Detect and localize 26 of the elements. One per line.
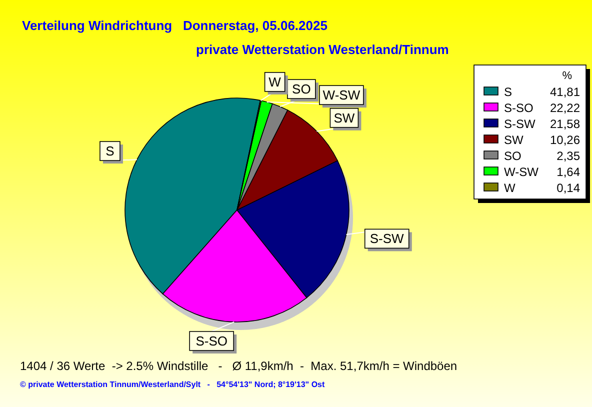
data-label: 2,35	[556, 149, 580, 163]
data-label: 41,81	[550, 85, 580, 99]
slice-label: S-SW	[370, 231, 405, 246]
slice-label: SO	[292, 82, 311, 97]
legend-title: %	[562, 70, 572, 82]
text: 1404 / 36 Werte -> 2.5% Windstille - Ø 11,9km/h - Max. 51,7km/h = Windböen	[20, 359, 458, 373]
slice-label: W	[268, 74, 282, 90]
slice-label: SW	[334, 110, 356, 126]
data-label: 10,26	[550, 133, 580, 147]
legend-label: S-SO	[504, 101, 534, 115]
slice-label: S	[106, 144, 115, 159]
legend-label: SO	[504, 149, 522, 163]
text: © private Wetterstation Tinnum/Westerland/Sylt - 54°54'13" Nord; 8°19'13" Ost	[20, 380, 325, 389]
legend-label: S	[504, 85, 512, 99]
data-label: 22,22	[550, 101, 580, 115]
legend-label: S-SW	[504, 117, 536, 131]
chart-title: Verteilung Windrichtung Donnerstag, 05.06.2025	[22, 18, 328, 33]
data-label: 0,14	[556, 181, 580, 195]
legend-label: W-SW	[504, 165, 540, 179]
slice-label: W-SW	[322, 88, 361, 103]
slice-label: S-SO	[196, 333, 228, 348]
chart-subtitle: private Wetterstation Westerland/Tinnum	[196, 42, 449, 57]
data-label: 21,58	[550, 117, 580, 131]
legend-label: W	[504, 181, 516, 195]
data-label: 1,64	[556, 165, 580, 179]
legend-label: SW	[504, 133, 524, 147]
